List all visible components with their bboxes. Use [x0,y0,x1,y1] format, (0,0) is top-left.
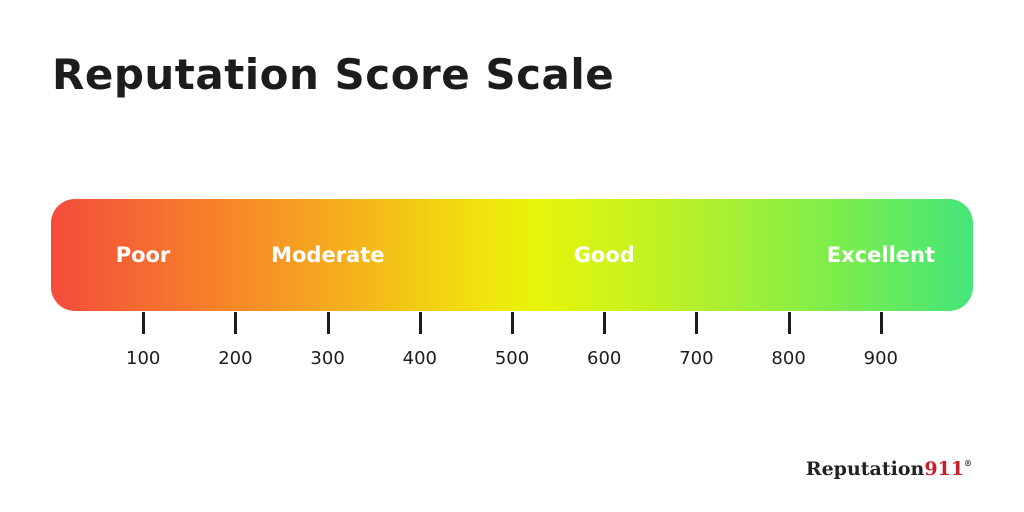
brand-number: 911 [924,458,964,480]
tick-mark-300 [326,312,330,334]
tick-mark-600 [603,312,607,334]
tick-label-800: 800 [771,348,806,369]
tick-mark-100 [142,312,146,334]
page-title: Reputation Score Scale [52,50,615,99]
tick-mark-900 [879,312,883,334]
tick-label-500: 500 [494,348,530,369]
tick-label-100: 100 [126,348,161,369]
tick-label-400: 400 [402,348,437,369]
tick-label-200: 200 [218,348,253,369]
brand-name: Reputation [805,458,925,480]
tick-mark-200 [234,312,238,334]
tick-mark-400 [418,312,422,334]
tick-label-900: 900 [863,348,898,369]
band-label-good: Good [573,243,635,267]
tick-mark-700 [695,312,699,334]
score-scale-bar: Poor Moderate Good Excellent [51,199,973,311]
band-label-moderate: Moderate [271,243,385,267]
tick-label-600: 600 [587,348,622,369]
band-label-excellent: Excellent [826,243,936,267]
brand-logo: Reputation911® [806,458,972,480]
tick-mark-800 [787,312,791,334]
band-label-poor: Poor [115,243,171,267]
tick-label-700: 700 [679,348,714,369]
tick-label-300: 300 [310,348,345,369]
tick-mark-500 [511,312,514,334]
registered-mark: ® [964,458,972,468]
